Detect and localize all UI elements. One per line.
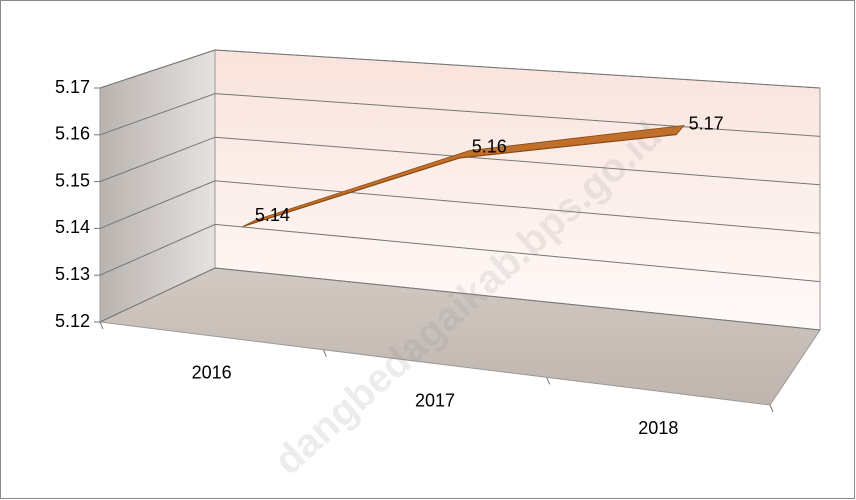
y-tick-label: 5.15: [55, 170, 90, 190]
grid-line: [99, 180, 821, 234]
data-label: 5.14: [255, 205, 290, 225]
data-label: 5.16: [472, 137, 507, 157]
y-tick-label: 5.12: [55, 311, 90, 331]
y-tick-label: 5.16: [55, 124, 90, 144]
x-tick: [769, 404, 774, 413]
x-tick-label: 2018: [638, 418, 678, 438]
grid-line: [99, 267, 821, 331]
x-tick: [99, 321, 104, 330]
x-tick: [322, 349, 327, 357]
x-tick-label: 2017: [415, 390, 455, 410]
grid-line: [99, 93, 821, 137]
y-tick-label: 5.14: [55, 217, 90, 237]
grid-line: [99, 223, 821, 283]
grid-line: [99, 136, 821, 186]
y-tick-label: 5.17: [55, 77, 90, 97]
x-tick: [546, 377, 551, 385]
x-tick-label: 2016: [192, 363, 232, 383]
line: [242, 133, 677, 227]
y-tick-label: 5.13: [55, 264, 90, 284]
grid-line: [99, 49, 821, 89]
data-label: 5.17: [689, 113, 724, 133]
plot-area: 5.125.135.145.155.165.17201620172018dang…: [55, 49, 821, 483]
